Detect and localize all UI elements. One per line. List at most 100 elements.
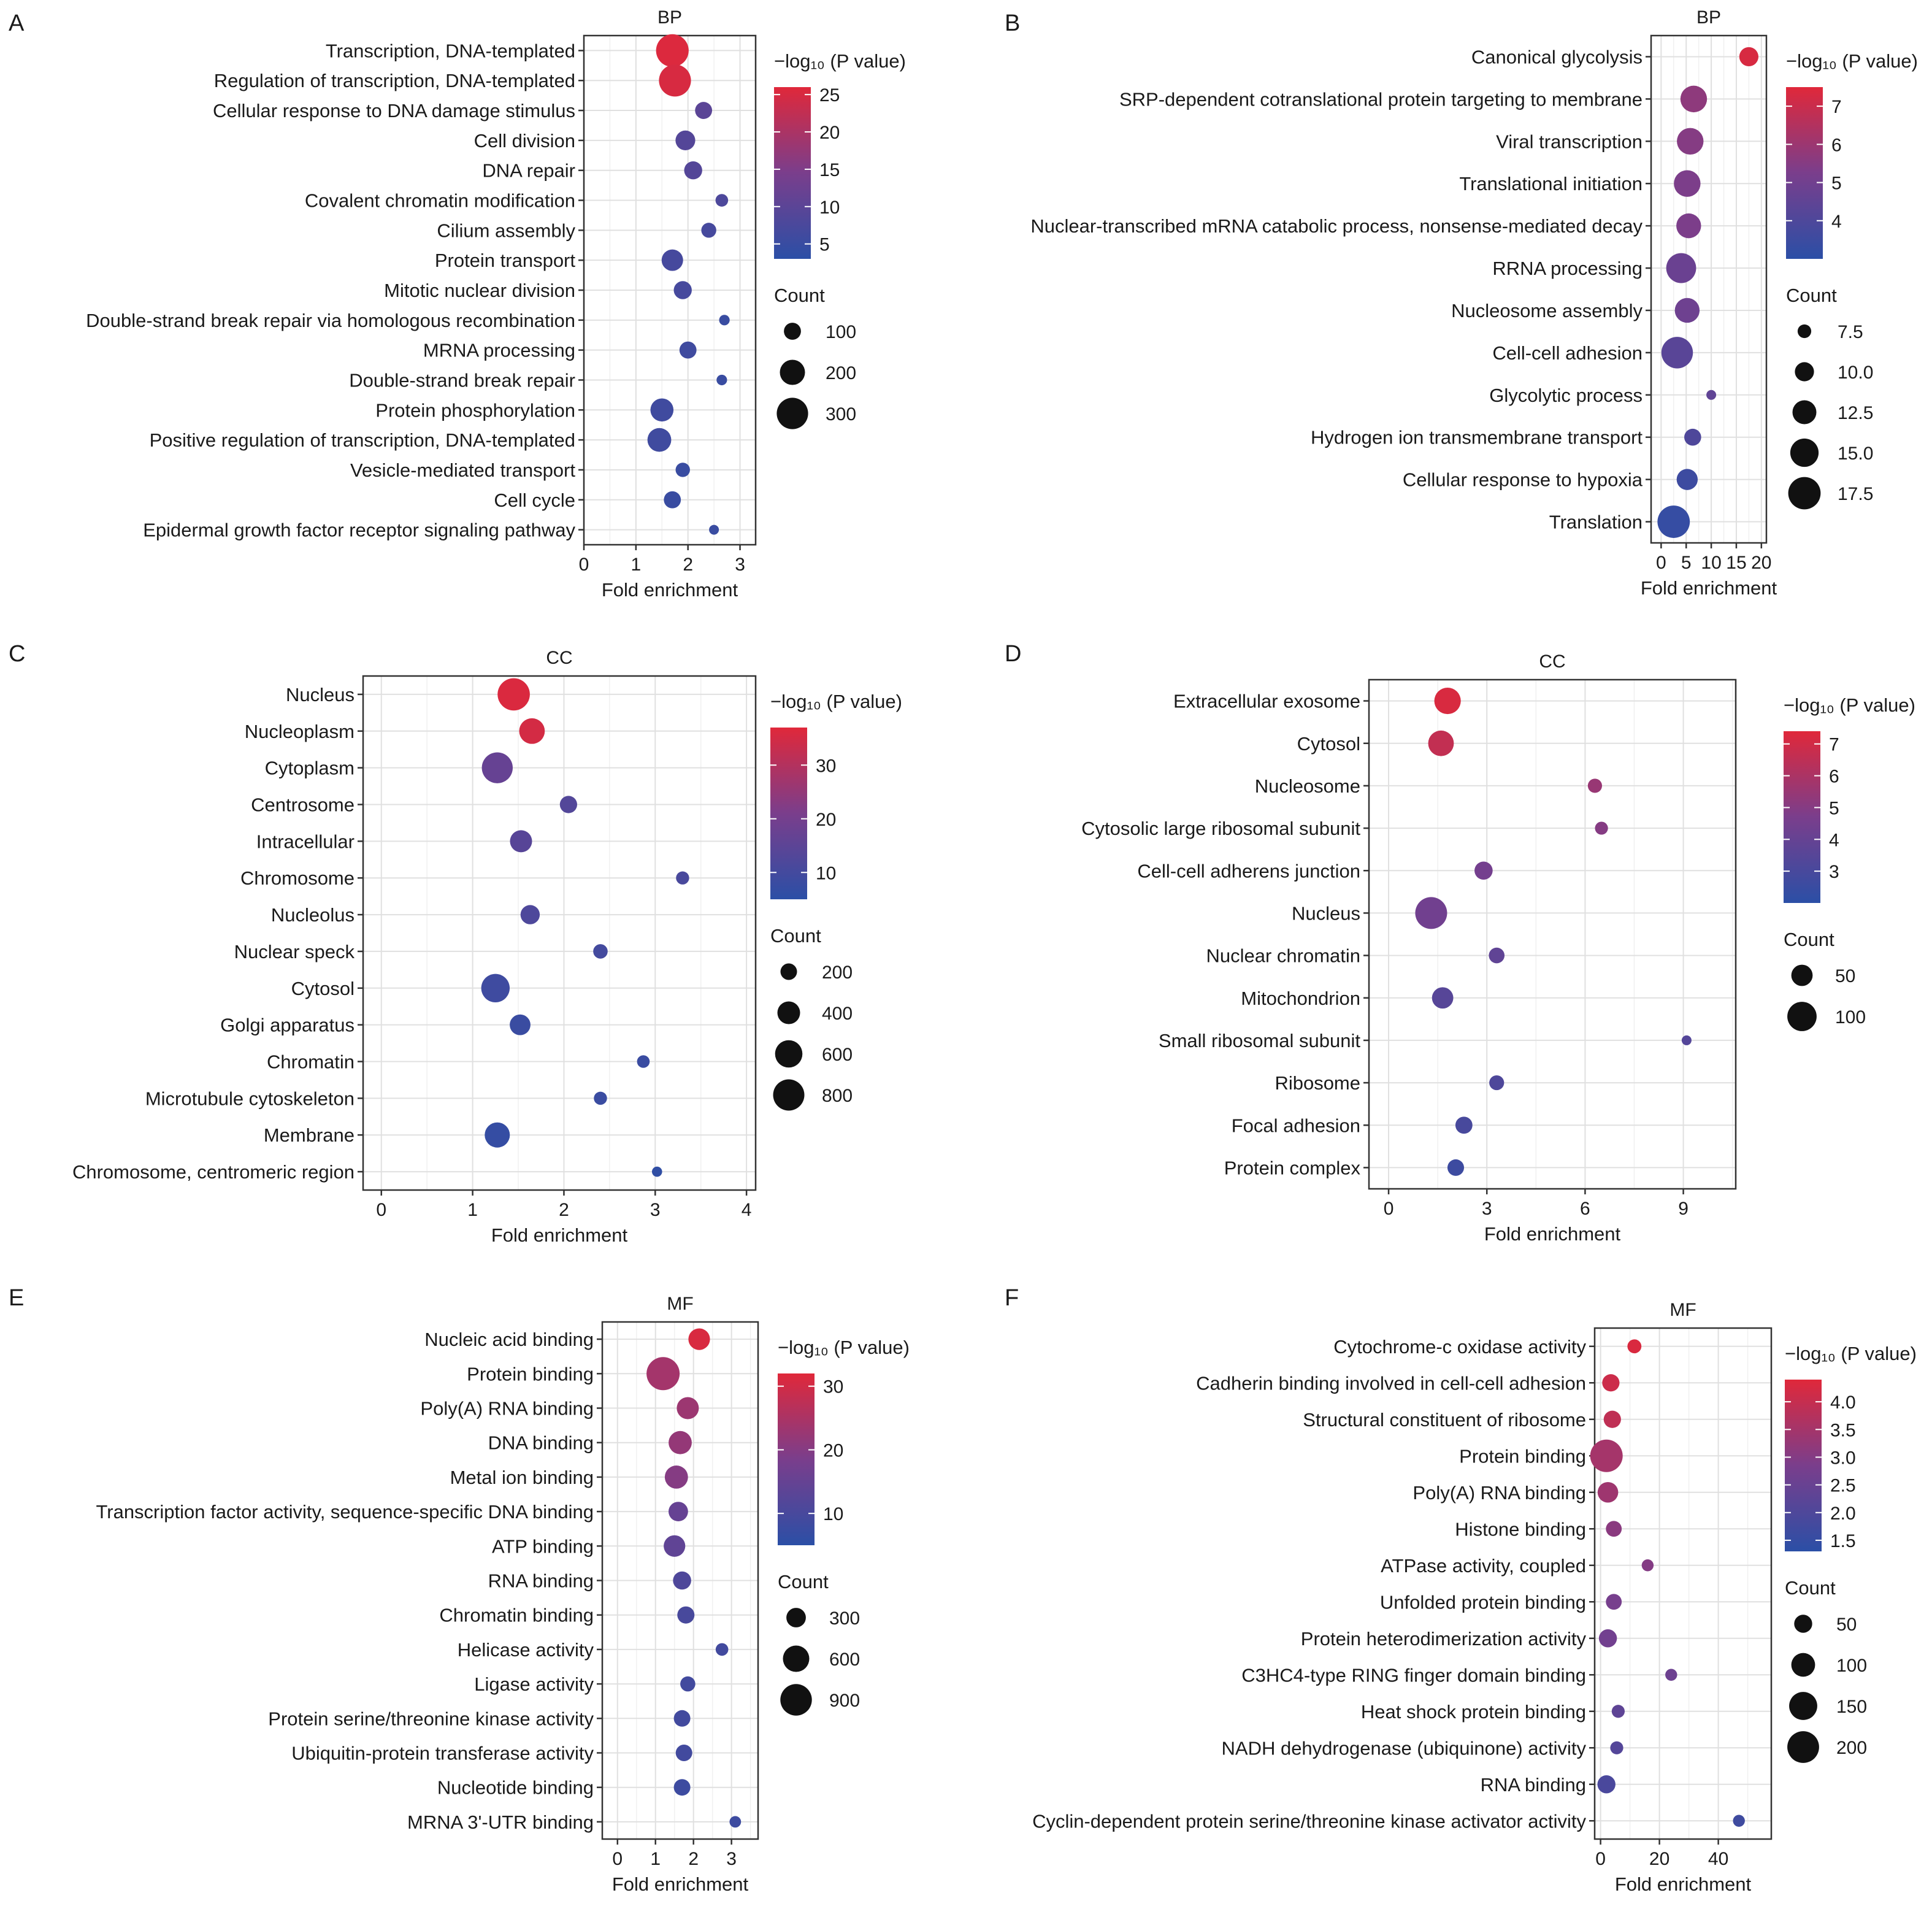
size-legend-dot — [1791, 964, 1813, 986]
points — [1590, 1339, 1745, 1827]
color-legend: −log₁₀ (P value) 10 20 30 — [778, 1337, 910, 1545]
size-legend-dot — [775, 1040, 803, 1068]
grid — [363, 676, 756, 1190]
grid — [1369, 680, 1736, 1189]
colorbar-tick-label: 20 — [823, 1440, 843, 1461]
category-label-protein-binding: Protein binding — [1459, 1445, 1586, 1467]
size-legend-title: Count — [770, 925, 821, 947]
points — [1415, 687, 1692, 1176]
category-label-chromatin: Chromatin — [267, 1051, 355, 1073]
size-legend-dot — [1795, 362, 1814, 382]
x-tick-label: 20 — [1649, 1849, 1669, 1869]
size-legend-label: 12.5 — [1838, 403, 1873, 423]
category-label-atp-binding: ATP binding — [492, 1535, 594, 1557]
size-legend-label: 150 — [1836, 1697, 1867, 1717]
colorbar — [770, 728, 807, 899]
point-cyclin-dependent-protein-serine-threonine-kinase-activator-activity — [1733, 1815, 1745, 1827]
size-legend-dot — [1797, 324, 1812, 339]
x-tick-label: 1 — [631, 555, 642, 575]
category-label-ribosome: Ribosome — [1275, 1072, 1360, 1094]
point-cytosolic-large-ribosomal-subunit — [1595, 821, 1608, 835]
size-legend-dot — [783, 1645, 810, 1672]
category-label-positive-regulation-of-transcription-dna-templated: Positive regulation of transcription, DN… — [150, 429, 575, 451]
x-axis-label: Fold enrichment — [1615, 1873, 1752, 1895]
point-centrosome — [559, 796, 577, 813]
category-label-centrosome: Centrosome — [251, 794, 355, 816]
colorbar — [1784, 731, 1820, 903]
point-membrane — [485, 1122, 510, 1148]
x-tick-label: 0 — [1595, 1849, 1606, 1869]
plot-title: MF — [1669, 1300, 1696, 1320]
category-label-cellular-response-to-hypoxia: Cellular response to hypoxia — [1403, 469, 1643, 491]
point-structural-constituent-of-ribosome — [1603, 1410, 1621, 1428]
category-label-transcription-factor-activity-sequence-specific-dna-binding: Transcription factor activity, sequence-… — [96, 1501, 594, 1523]
size-legend-label: 100 — [1836, 1656, 1867, 1676]
colorbar-tick-label: 2.5 — [1830, 1476, 1856, 1496]
category-label-microtubule-cytoskeleton: Microtubule cytoskeleton — [145, 1088, 355, 1109]
x-tick-label: 1 — [650, 1849, 661, 1869]
x-tick-label: 15 — [1726, 553, 1746, 573]
category-label-nuclear-chromatin: Nuclear chromatin — [1206, 945, 1360, 967]
colorbar-title: −log₁₀ (P value) — [770, 691, 902, 712]
point-regulation-of-transcription-dna-templated — [659, 64, 691, 97]
size-legend-dot — [777, 1001, 800, 1024]
size-legend-title: Count — [1785, 1577, 1836, 1599]
point-double-strand-break-repair-via-homologous-recombination — [719, 315, 730, 326]
point-atp-binding — [664, 1535, 686, 1557]
point-chromatin-binding — [677, 1606, 695, 1624]
point-cell-division — [675, 130, 696, 150]
category-label-regulation-of-transcription-dna-templated: Regulation of transcription, DNA-templat… — [214, 70, 575, 91]
panel-letter: A — [9, 10, 25, 36]
point-covalent-chromatin-modification — [715, 194, 729, 207]
category-label-nucleus: Nucleus — [1292, 902, 1360, 924]
size-legend-label: 7.5 — [1838, 322, 1863, 342]
plot-title: CC — [1539, 651, 1565, 672]
point-protein-serine-threonine-kinase-activity — [673, 1710, 691, 1727]
size-legend-dot — [773, 1079, 805, 1111]
x-tick-label: 2 — [559, 1200, 569, 1220]
x-axis-label: Fold enrichment — [1484, 1223, 1621, 1245]
category-label-nucleic-acid-binding: Nucleic acid binding — [424, 1329, 594, 1350]
colorbar-tick-label: 30 — [823, 1377, 843, 1397]
category-label-protein-complex: Protein complex — [1224, 1157, 1361, 1178]
point-dna-repair — [684, 161, 702, 180]
point-rna-binding — [673, 1571, 691, 1590]
point-golgi-apparatus — [510, 1014, 531, 1035]
x-tick-label: 10 — [1701, 553, 1721, 573]
point-cadherin-binding-involved-in-cell-cell-adhesion — [1602, 1374, 1620, 1392]
category-label-cytosol: Cytosol — [1297, 733, 1360, 755]
category-label-nadh-dehydrogenase-ubiquinone-activity: NADH dehydrogenase (ubiquinone) activity — [1222, 1737, 1587, 1759]
category-label-srp-dependent-cotranslational-protein-targeting-to-membrane: SRP-dependent cotranslational protein ta… — [1119, 88, 1643, 110]
point-protein-heterodimerization-activity — [1598, 1629, 1617, 1648]
colorbar-tick-label: 20 — [816, 810, 836, 830]
category-label-transcription-dna-templated: Transcription, DNA-templated — [326, 40, 575, 61]
x-tick-label: 6 — [1580, 1199, 1590, 1219]
colorbar-tick-label: 10 — [819, 198, 840, 218]
category-label-nuclear-transcribed-mrna-catabolic-process-nonsense-mediated-decay: Nuclear-transcribed mRNA catabolic proce… — [1030, 215, 1643, 237]
x-tick-label: 0 — [1656, 553, 1666, 573]
category-label-cilium-assembly: Cilium assembly — [437, 220, 575, 241]
category-label-helicase-activity: Helicase activity — [458, 1639, 594, 1661]
category-label-protein-binding: Protein binding — [467, 1363, 594, 1385]
point-cell-cycle — [664, 491, 681, 509]
category-label-double-strand-break-repair: Double-strand break repair — [349, 369, 575, 391]
colorbar-tick-label: 4 — [1829, 830, 1839, 850]
colorbar-tick-label: 30 — [816, 756, 836, 776]
point-viral-transcription — [1677, 128, 1704, 155]
colorbar-title: −log₁₀ (P value) — [1786, 50, 1918, 72]
category-label-atpase-activity-coupled: ATPase activity, coupled — [1381, 1555, 1586, 1577]
colorbar-tick-label: 2.0 — [1830, 1504, 1856, 1524]
colorbar-tick-label: 1.5 — [1830, 1531, 1856, 1551]
point-transcription-dna-templated — [656, 34, 689, 67]
size-legend-dot — [1788, 477, 1821, 510]
category-label-dna-binding: DNA binding — [488, 1432, 594, 1454]
point-nucleosome-assembly — [1674, 298, 1700, 323]
category-label-structural-constituent-of-ribosome: Structural constituent of ribosome — [1303, 1409, 1586, 1431]
size-legend-label: 400 — [822, 1004, 853, 1024]
point-translation — [1657, 505, 1690, 538]
point-intracellular — [510, 830, 532, 853]
